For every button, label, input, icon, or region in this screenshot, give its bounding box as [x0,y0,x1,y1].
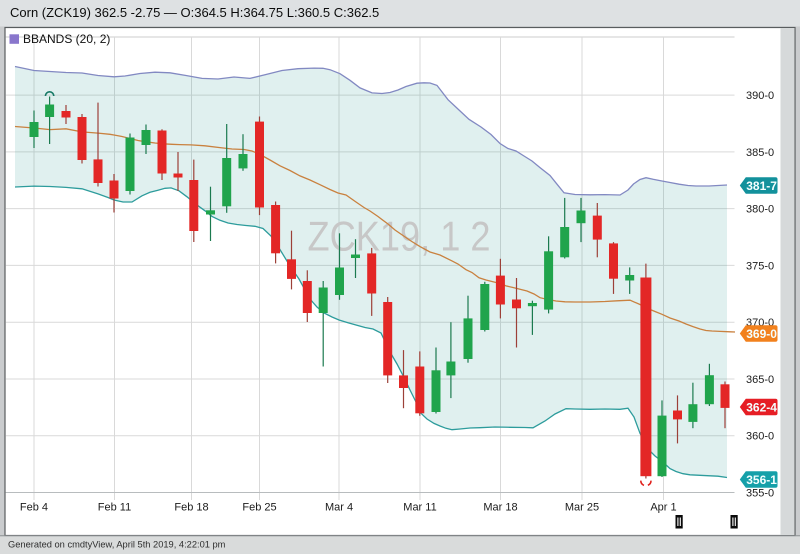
svg-text:356-1: 356-1 [746,473,777,487]
svg-text:Feb 4: Feb 4 [20,502,48,514]
svg-text:385-0: 385-0 [746,147,774,159]
svg-text:Mar 25: Mar 25 [565,502,599,514]
svg-text:360-0: 360-0 [746,431,774,443]
svg-text:362-4: 362-4 [746,400,777,414]
svg-text:Apr 1: Apr 1 [650,502,676,514]
svg-text:Generated on cmdtyView, April: Generated on cmdtyView, April 5th 2019, … [8,540,226,550]
svg-text:355-0: 355-0 [746,488,774,500]
svg-text:BBANDS (20, 2): BBANDS (20, 2) [23,32,110,46]
svg-text:Feb 18: Feb 18 [174,502,208,514]
svg-text:375-0: 375-0 [746,260,774,272]
svg-text:365-0: 365-0 [746,374,774,386]
svg-text:Mar 11: Mar 11 [403,502,436,514]
svg-text:369-0: 369-0 [746,327,777,341]
svg-text:Feb 25: Feb 25 [242,502,276,514]
svg-text:390-0: 390-0 [746,90,774,102]
svg-text:Mar 18: Mar 18 [483,502,517,514]
svg-text:380-0: 380-0 [746,204,774,216]
svg-text:Mar 4: Mar 4 [325,502,353,514]
svg-text:Corn (ZCK19) 362.5 -2.75 — O:3: Corn (ZCK19) 362.5 -2.75 — O:364.5 H:364… [10,5,379,20]
svg-text:381-7: 381-7 [746,179,777,193]
svg-text:Feb 11: Feb 11 [98,502,131,514]
svg-text:ZCK19, 1 2: ZCK19, 1 2 [308,213,491,260]
